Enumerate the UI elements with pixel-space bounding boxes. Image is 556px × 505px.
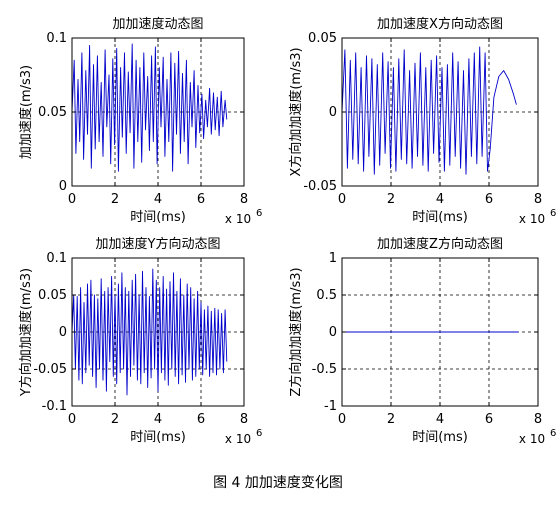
x-tick-label: 4: [436, 192, 444, 207]
x-axis-label: 时间(ms): [412, 430, 468, 445]
x-tick-label: 0: [68, 192, 76, 207]
y-tick-label: 0.1: [46, 31, 67, 46]
x-tick-label: 4: [436, 412, 444, 427]
y-axis-label: Z方向加加速度(m/s3): [288, 267, 304, 396]
x-multiplier-exponent: 6: [550, 208, 556, 219]
x-tick-label: 2: [111, 192, 119, 207]
y-tick-label: 0: [329, 325, 337, 340]
y-axis-label: X方向加加速度(m/s3): [288, 47, 304, 176]
x-tick-label: 4: [154, 192, 162, 207]
x-multiplier-label: x 10: [225, 432, 251, 446]
x-tick-label: 8: [534, 412, 542, 427]
x-multiplier-exponent: 6: [256, 208, 262, 219]
x-axis-label: 时间(ms): [412, 210, 468, 225]
x-axis-label: 时间(ms): [130, 210, 186, 225]
y-tick-label: -0.05: [303, 179, 337, 194]
x-tick-label: 6: [197, 192, 205, 207]
y-tick-label: 0.05: [308, 31, 337, 46]
chart-title: 加加速度动态图: [112, 16, 203, 32]
y-tick-label: 0: [59, 179, 67, 194]
chart-panel-2: 0 2 4 6 8-0.0500.05加加速度X方向动态图时间(ms)X方向加加速度(m…: [288, 16, 556, 226]
y-axis-label: 加加速度(m/s3): [18, 65, 34, 159]
y-tick-label: 0.05: [38, 105, 67, 120]
series-line-1: [71, 268, 228, 396]
x-tick-label: 8: [534, 192, 542, 207]
x-tick-label: 0: [338, 192, 346, 207]
x-multiplier-label: x 10: [519, 432, 545, 446]
y-tick-label: 0: [329, 105, 337, 120]
chart-title: 加加速度Y方向动态图: [96, 236, 221, 252]
y-tick-label: 0.1: [46, 251, 67, 266]
x-axis-label: 时间(ms): [130, 430, 186, 445]
x-tick-label: 8: [240, 192, 248, 207]
x-tick-label: 2: [111, 412, 119, 427]
x-tick-label: 2: [387, 412, 395, 427]
y-tick-label: 0.5: [316, 288, 337, 303]
x-tick-label: 4: [154, 412, 162, 427]
y-tick-label: 1: [329, 251, 337, 266]
x-tick-label: 6: [485, 192, 493, 207]
y-axis-label: Y方向加加速度(m/s3): [18, 268, 34, 397]
chart-panel-3: 0 2 4 6 8-0.1-0.0500.050.1加加速度Y方向动态图时间(ms)Y方…: [18, 236, 262, 446]
x-tick-label: 2: [387, 192, 395, 207]
y-tick-label: -0.05: [33, 362, 67, 377]
y-tick-label: 0: [59, 325, 67, 340]
chart-title: 加加速度X方向动态图: [377, 16, 503, 32]
x-tick-label: 8: [240, 412, 248, 427]
x-tick-label: 6: [485, 412, 493, 427]
x-multiplier-exponent: 6: [256, 428, 262, 439]
chart-panel-4: 0 2 4 6 8-1-0.500.51加加速度Z方向动态图时间(ms)Z方向加加速度(…: [288, 236, 556, 446]
chart-title: 加加速度Z方向动态图: [377, 236, 503, 252]
x-tick-label: 0: [338, 412, 346, 427]
y-tick-label: -0.5: [312, 362, 337, 377]
x-multiplier-label: x 10: [519, 212, 545, 226]
series-line-1: [341, 46, 517, 175]
x-tick-label: 0: [68, 412, 76, 427]
y-tick-label: 0.05: [38, 288, 67, 303]
x-multiplier-label: x 10: [225, 212, 251, 226]
x-tick-label: 6: [197, 412, 205, 427]
figure-caption: 图 4 加加速度变化图: [213, 475, 343, 491]
y-tick-label: -0.1: [42, 399, 67, 414]
x-multiplier-exponent: 6: [550, 428, 556, 439]
series-line-1: [71, 43, 228, 172]
y-tick-label: -1: [324, 399, 337, 414]
